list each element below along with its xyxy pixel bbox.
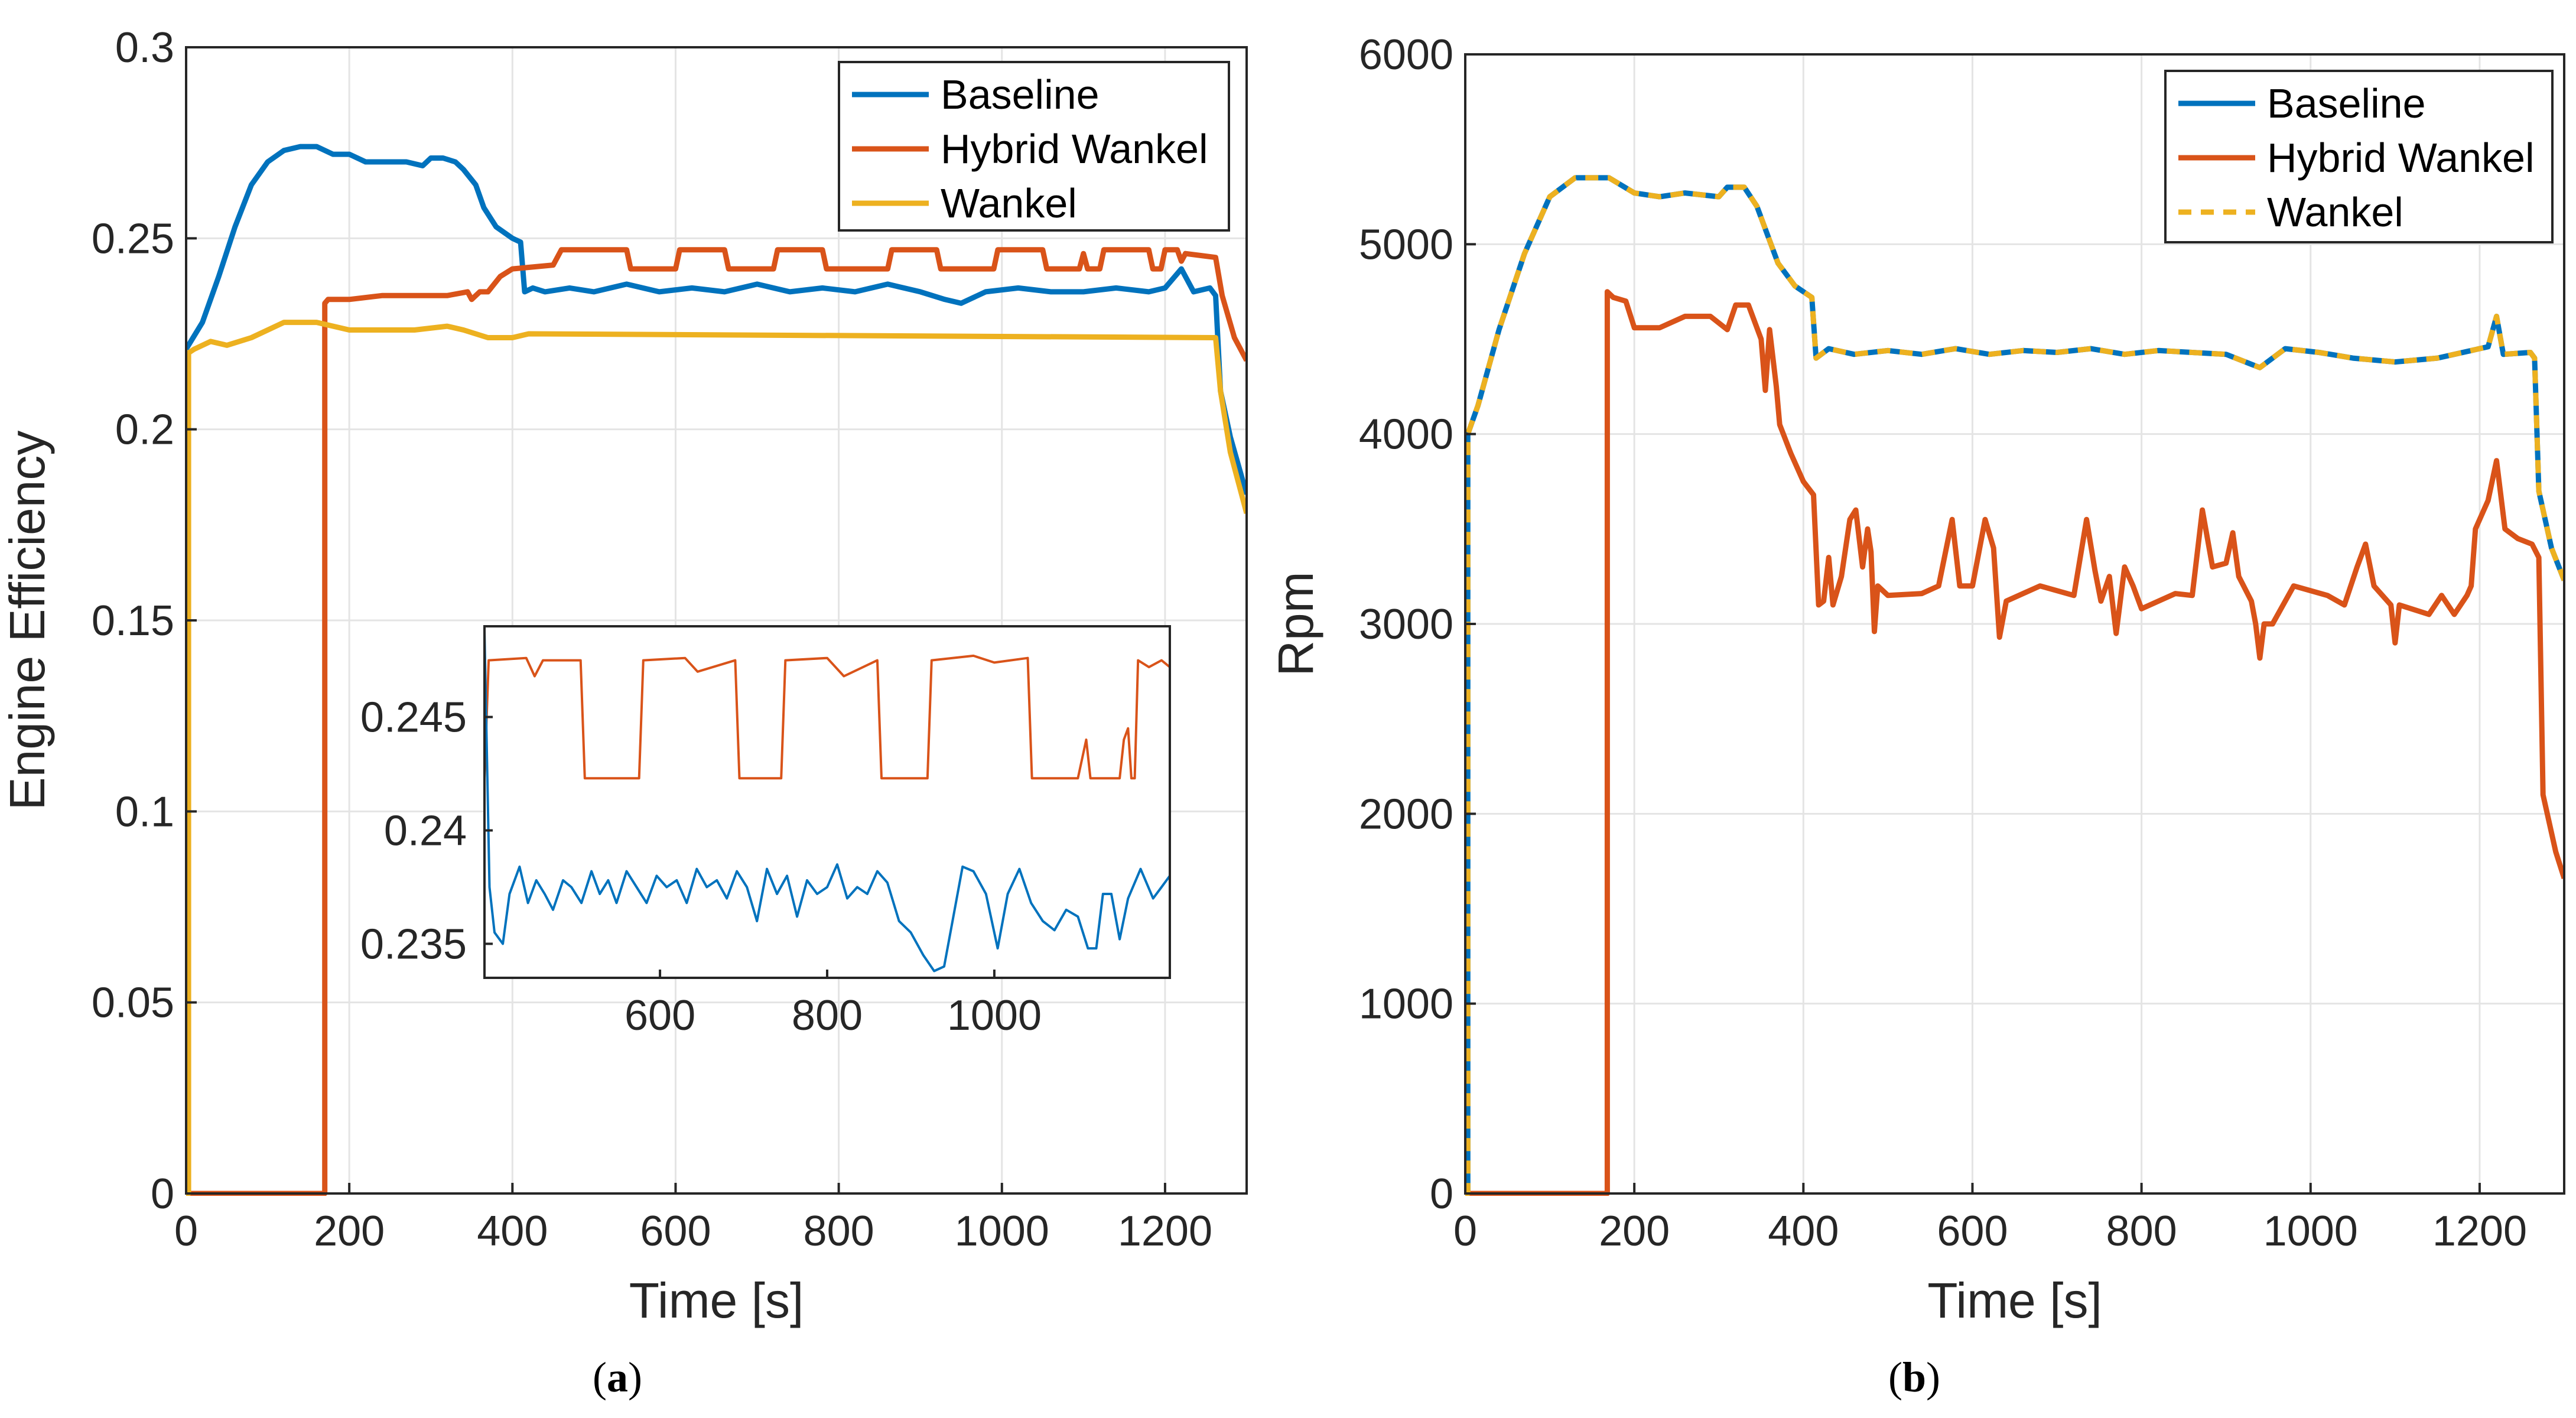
y-tick-label: 0 xyxy=(151,1170,174,1218)
series-line-hybrid-wankel xyxy=(186,247,1247,1196)
x-axis-label: Time [s] xyxy=(629,1273,804,1328)
caption-letter: b xyxy=(1902,1354,1926,1401)
y-tick-label: 0.15 xyxy=(92,597,174,645)
x-tick-label: 1200 xyxy=(2432,1208,2527,1255)
legend: Baseline Hybrid Wankel Wankel xyxy=(838,61,1230,232)
y-tick-label: 0.3 xyxy=(115,24,174,71)
panel-caption: (b) xyxy=(1888,1354,1940,1401)
inset-x-tick-label: 1000 xyxy=(947,992,1042,1039)
series-group xyxy=(186,144,1247,1196)
inset-plot-area xyxy=(484,626,1170,978)
x-tick-label: 600 xyxy=(640,1208,711,1255)
y-axis-label: Rpm xyxy=(1268,571,1323,676)
y-tick-label: 4000 xyxy=(1359,411,1453,458)
x-tick-label: 600 xyxy=(1937,1208,2008,1255)
legend-label: Wankel xyxy=(2267,189,2403,235)
y-tick-label: 1000 xyxy=(1359,981,1453,1028)
inset-y-tick-label: 0.235 xyxy=(360,921,467,968)
legend-label: Hybrid Wankel xyxy=(941,126,1208,172)
x-tick-label: 1000 xyxy=(2263,1208,2358,1255)
caption-open-paren: ( xyxy=(1888,1354,1902,1401)
series-line-wankel xyxy=(186,320,1247,1196)
x-tick-label: 0 xyxy=(1453,1208,1477,1255)
x-tick-label: 800 xyxy=(804,1208,874,1255)
x-tick-label: 400 xyxy=(1768,1208,1839,1255)
caption-close-paren: ) xyxy=(1926,1354,1940,1401)
y-axis-label: Engine Efficiency xyxy=(0,431,55,811)
legend-label: Hybrid Wankel xyxy=(2267,135,2535,181)
chart-panel-a: 0 200 400 600 800 1000 1200 0 0.05 0.1 0.15 0.2 0.25… xyxy=(0,24,1248,1401)
legend-label: Wankel xyxy=(941,180,1077,226)
y-tick-label: 0.25 xyxy=(92,215,174,262)
y-tick-label: 0 xyxy=(1430,1170,1453,1218)
inset-series-line-baseline xyxy=(484,630,1170,973)
y-tick-label: 5000 xyxy=(1359,221,1453,268)
panel-caption: (a) xyxy=(593,1354,642,1401)
inset-x-tick-label: 800 xyxy=(792,992,863,1039)
y-tick-label: 0.05 xyxy=(92,980,174,1027)
inset-series-line-hybrid-wankel xyxy=(484,654,1170,780)
x-tick-label: 1200 xyxy=(1118,1208,1212,1255)
x-tick-label: 200 xyxy=(314,1208,385,1255)
legend-label: Baseline xyxy=(2267,80,2426,126)
y-tick-label: 0.1 xyxy=(115,788,174,835)
legend-label: Baseline xyxy=(941,71,1100,118)
caption-close-paren: ) xyxy=(628,1354,642,1401)
chart-panel-b: 0 200 400 600 800 1000 1200 0 1000 2000 3000 4000 50… xyxy=(1268,31,2565,1401)
caption-open-paren: ( xyxy=(593,1354,607,1401)
series-line-wankel xyxy=(1465,175,2564,1196)
y-tick-label: 0.2 xyxy=(115,406,174,454)
x-tick-label: 800 xyxy=(2106,1208,2177,1255)
series-group xyxy=(1465,175,2564,1196)
x-axis-label: Time [s] xyxy=(1927,1273,2102,1328)
inset-series-group xyxy=(484,630,1170,973)
legend: Baseline Hybrid Wankel Wankel xyxy=(2164,70,2554,243)
y-tick-label: 3000 xyxy=(1359,601,1453,648)
caption-letter: a xyxy=(607,1354,628,1401)
inset-chart: 600 800 1000 0.235 0.24 0.245 xyxy=(360,625,1171,1039)
series-line-hybrid-wankel xyxy=(1465,289,2564,1196)
x-tick-label: 1000 xyxy=(955,1208,1049,1255)
y-tick-label: 2000 xyxy=(1359,791,1453,838)
x-tick-label: 400 xyxy=(477,1208,548,1255)
inset-x-tick-label: 600 xyxy=(625,992,695,1039)
x-tick-label: 200 xyxy=(1599,1208,1670,1255)
y-tick-label: 6000 xyxy=(1359,31,1453,79)
x-tick-label: 0 xyxy=(174,1208,198,1255)
inset-y-tick-label: 0.245 xyxy=(360,694,467,741)
inset-y-tick-label: 0.24 xyxy=(384,807,467,854)
series-line-baseline xyxy=(186,144,1247,495)
